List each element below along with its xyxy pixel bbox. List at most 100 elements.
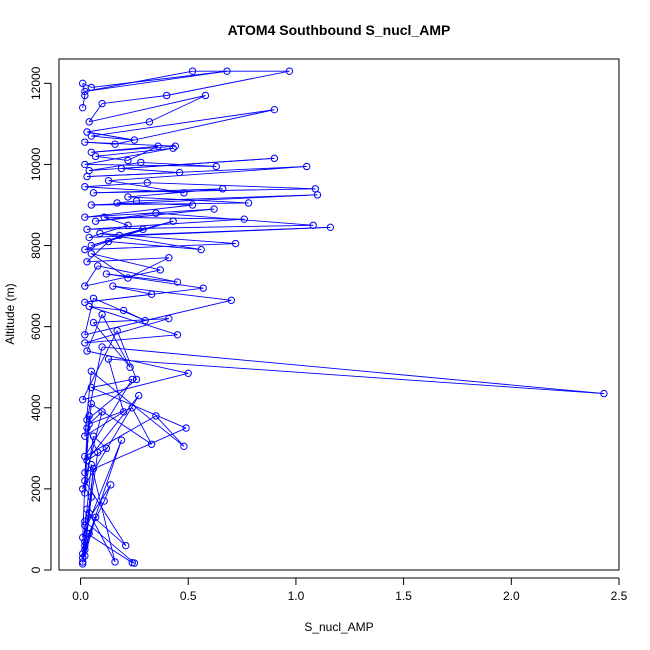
series-segment <box>166 70 290 96</box>
series-segment <box>91 378 133 388</box>
data-point <box>83 347 91 355</box>
series-segment <box>86 131 135 141</box>
series-segment <box>89 305 124 311</box>
data-point <box>100 213 108 221</box>
series-segment <box>102 346 604 395</box>
data-point <box>171 142 180 150</box>
series-segment <box>93 297 146 321</box>
series-segment <box>97 265 178 283</box>
series-segment <box>95 155 128 161</box>
data-point <box>210 205 218 213</box>
x-tick-label: 2.5 <box>611 589 628 603</box>
series-segment <box>88 407 133 425</box>
data-point <box>81 87 89 96</box>
y-axis-label: Altitude (m) <box>3 283 17 344</box>
series-segment <box>114 109 275 145</box>
data-point <box>87 367 96 375</box>
data-point <box>169 144 177 152</box>
x-tick-label: 2.0 <box>503 589 520 603</box>
data-point <box>240 215 248 223</box>
series-segment <box>140 161 217 167</box>
data-point <box>102 444 111 453</box>
data-point <box>94 262 102 270</box>
data-point <box>85 118 93 126</box>
series-segment <box>91 202 249 206</box>
data-point <box>218 185 227 193</box>
series-segment <box>131 407 153 445</box>
data-point <box>89 432 98 440</box>
data-point <box>137 158 145 167</box>
series-segment <box>93 188 316 194</box>
data-point <box>83 128 91 136</box>
data-point <box>81 546 89 554</box>
series-segment <box>88 452 99 514</box>
data-point <box>81 160 89 169</box>
x-tick-label: 0.0 <box>72 589 89 603</box>
data-point <box>87 83 96 92</box>
data-point <box>81 432 89 440</box>
data-point <box>96 229 104 238</box>
data-point <box>311 185 320 193</box>
series-segment <box>84 204 193 218</box>
data-point <box>98 99 106 108</box>
series-segment <box>84 520 135 564</box>
series-segment <box>84 269 161 287</box>
data-point <box>87 132 96 140</box>
data-point <box>600 389 608 398</box>
data-point <box>132 375 141 384</box>
data-point <box>227 296 236 305</box>
series-segment <box>108 166 307 182</box>
plot-area-border <box>58 58 620 571</box>
series-segment <box>84 147 174 165</box>
series-segment <box>84 427 187 474</box>
data-point <box>162 91 171 100</box>
data-point <box>139 225 147 234</box>
series-segment <box>86 508 116 563</box>
data-point <box>111 140 119 148</box>
series-segment <box>86 533 133 564</box>
data-point <box>169 217 177 225</box>
series-segment <box>84 287 204 303</box>
series-segment <box>86 379 137 421</box>
data-point <box>113 199 121 207</box>
series-segment <box>127 188 223 198</box>
data-point <box>270 105 279 114</box>
series-segment <box>84 379 133 457</box>
data-point <box>143 178 152 187</box>
data-point <box>134 391 143 400</box>
data-point <box>124 156 132 165</box>
data-point <box>285 67 294 75</box>
data-point <box>109 282 117 290</box>
data-point <box>81 468 89 477</box>
data-point <box>145 118 154 126</box>
series-segment <box>112 285 152 295</box>
data-point <box>81 339 89 347</box>
data-point <box>102 270 111 278</box>
series-segment <box>84 484 112 526</box>
data-point <box>85 420 93 428</box>
data-point <box>188 201 197 209</box>
data-point <box>83 258 91 266</box>
series-segment <box>127 196 249 204</box>
data-point <box>124 193 132 201</box>
data-point <box>87 148 96 156</box>
data-point <box>117 436 126 444</box>
data-point <box>113 327 121 335</box>
data-point <box>81 91 89 100</box>
data-point <box>199 284 208 292</box>
y-axis: 0 2000 4000 6000 8000 10000 12000 <box>29 66 52 573</box>
series-segment <box>89 161 141 171</box>
data-point <box>128 375 136 384</box>
series-segment <box>88 512 127 547</box>
series-segment <box>91 194 318 206</box>
series-segment <box>108 358 125 412</box>
series-segment <box>82 395 140 490</box>
data-point <box>83 456 91 465</box>
y-tick-label: 8000 <box>29 232 43 259</box>
data-point <box>152 412 160 420</box>
data-point <box>302 162 311 171</box>
data-point <box>147 290 156 298</box>
data-point <box>128 404 136 412</box>
series-segment <box>82 82 92 88</box>
x-tick-label: 0.5 <box>180 589 197 603</box>
